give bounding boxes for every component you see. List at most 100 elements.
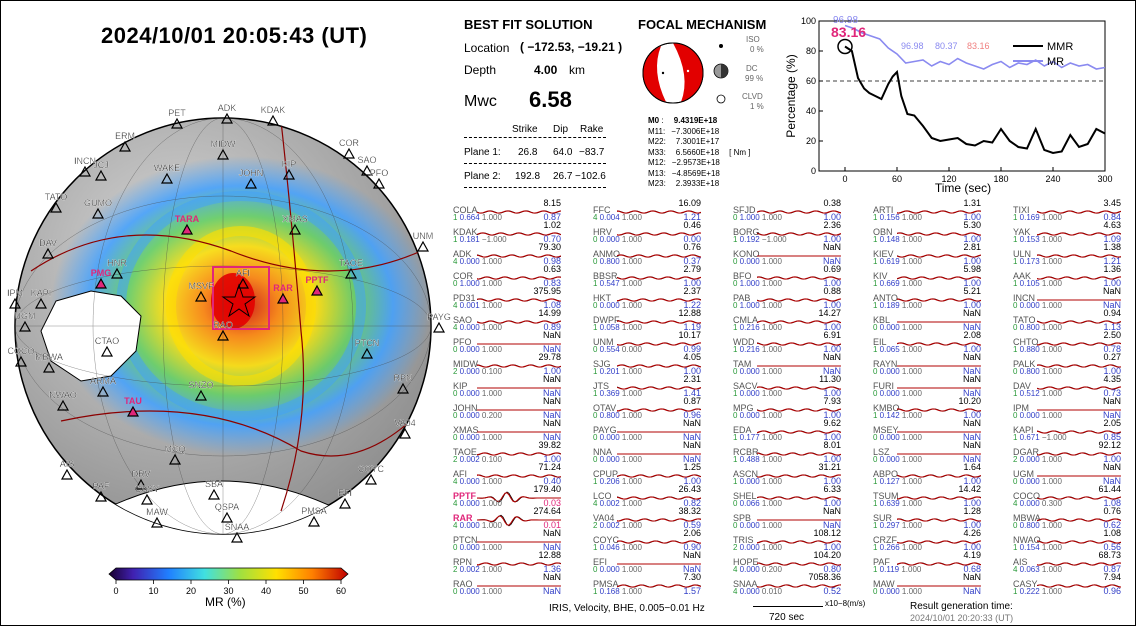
station-label: MBWA xyxy=(35,352,63,362)
max-amplitude: NaN xyxy=(542,418,561,428)
station-triangle xyxy=(118,140,132,152)
y-tick-label: 80 xyxy=(806,46,816,56)
fit-parameters: 0 0.000 1.000 xyxy=(873,367,922,376)
waveform-trace xyxy=(897,210,981,214)
waveform-trace xyxy=(897,342,981,346)
waveform-cell-cor: COR 0.63 0 1.000 1.000 0.83 xyxy=(451,264,591,289)
station-name: COLA xyxy=(453,205,478,215)
colorbar: 0 10 20 30 40 50 60 xyxy=(108,567,349,596)
legend-mmr: MMR xyxy=(1047,41,1073,53)
amp-unit: x10−8(m/s) xyxy=(825,599,866,608)
waveform-trace xyxy=(757,540,841,544)
fit-parameters: 1 0.065 1.000 xyxy=(873,345,922,354)
variance-reduction: 1.00 xyxy=(963,300,981,310)
station-mbwa: MBWA xyxy=(35,352,63,373)
max-amplitude: 16.09 xyxy=(678,198,701,208)
station-label: MCQ xyxy=(165,444,186,454)
station-label: RAR xyxy=(273,283,293,293)
fit-parameters: 0 0.000 1.000 xyxy=(453,433,502,442)
station-name: WDD xyxy=(733,337,755,347)
station-msvf: MSVF xyxy=(188,281,214,302)
station-name: MSEY xyxy=(873,425,899,435)
station-label: ADK xyxy=(218,103,237,113)
fit-parameters: 0 0.000 1.000 xyxy=(873,587,922,596)
station-ipm: IPM xyxy=(7,288,23,309)
fit-parameters: 4 0.001 1.000 xyxy=(453,301,502,310)
station-name: ANMO xyxy=(593,249,620,259)
fit-parameters: 4 0.000 0.010 xyxy=(733,587,782,596)
waveform-trace xyxy=(617,431,701,433)
station-name: PD31 xyxy=(453,293,476,303)
station-dav: DAV xyxy=(39,238,57,259)
plane1-strike: 26.8 xyxy=(518,147,538,158)
annot-blue-2: 80.37 xyxy=(935,41,958,51)
station-label: SBA xyxy=(205,479,223,489)
variance-reduction: 0.73 xyxy=(1103,388,1121,398)
station-name: HOPE xyxy=(733,557,759,567)
station-name: XMAS xyxy=(453,425,479,435)
waveform-trace xyxy=(897,408,981,412)
station-name: MBWA xyxy=(1013,513,1041,523)
variance-reduction: 1.00 xyxy=(823,234,841,244)
max-amplitude: 3.45 xyxy=(1103,198,1121,208)
station-triangle xyxy=(360,164,374,176)
waveform-trace xyxy=(897,387,981,389)
station-ugm: UGM xyxy=(14,311,36,332)
station-name: PMSA xyxy=(593,579,619,589)
max-amplitude: 1.25 xyxy=(683,462,701,472)
station-label: PAF xyxy=(93,481,110,491)
strike-header: Strike xyxy=(512,124,538,135)
station-label: UGM xyxy=(15,311,36,321)
waveform-trace xyxy=(757,365,841,367)
station-name: SHEL xyxy=(733,491,757,501)
station-label: COR xyxy=(339,138,360,148)
waveform-cell-cmla: CMLA 14.27 1 0.216 1.000 1.00 xyxy=(731,308,871,333)
fit-parameters: 4 0.002 1.000 xyxy=(593,499,642,508)
station-sba: SBA xyxy=(205,479,223,500)
station-name: YAK xyxy=(1013,227,1031,237)
max-amplitude: 7.94 xyxy=(1103,572,1121,582)
annot-red: 83.16 xyxy=(967,41,990,51)
station-name: PAF xyxy=(873,557,890,567)
station-tau: TAU xyxy=(124,396,142,417)
station-label: TARA xyxy=(175,214,200,224)
waveform-trace xyxy=(477,232,561,236)
waveform-trace xyxy=(1037,299,1121,301)
waveform-cell-ugm: UGM NaN 0 0.000 1.000 NaN xyxy=(1011,462,1135,487)
waveform-trace xyxy=(1037,475,1121,477)
fit-parameters: 0 0.554 0.000 xyxy=(593,345,642,354)
waveform-trace xyxy=(1037,320,1121,324)
fit-parameters: 1 0.153 1.000 xyxy=(1013,235,1062,244)
station-name: ABPO xyxy=(873,469,899,479)
waveform-trace xyxy=(617,320,701,324)
fit-parameters: 1 0.880 1.000 xyxy=(1013,345,1062,354)
max-amplitude: 0.69 xyxy=(823,264,841,274)
variance-reduction: 1.00 xyxy=(823,388,841,398)
max-amplitude: 375.95 xyxy=(533,286,561,296)
fit-parameters: 1 0.266 1.000 xyxy=(873,543,922,552)
variance-reduction: NaN xyxy=(682,564,701,574)
max-amplitude: 1.28 xyxy=(963,506,981,516)
station-label: SAO xyxy=(357,155,376,165)
variance-reduction: 1.00 xyxy=(543,454,561,464)
station-name: BBSR xyxy=(593,271,618,281)
station-triangle xyxy=(344,267,358,279)
station-ctao: CTAO xyxy=(95,336,119,357)
station-midw: MIDW xyxy=(210,139,236,160)
max-amplitude: NaN xyxy=(1102,396,1121,406)
station-label: SNZO xyxy=(188,380,213,390)
station-name: PPTF xyxy=(453,491,477,501)
mr-chart: 0 20 40 60 80 100 0 60 120 180 240 300 Percentage (… xyxy=(784,15,1113,195)
waveform-trace xyxy=(477,298,561,302)
max-amplitude: 1.38 xyxy=(1103,242,1121,252)
fit-parameters: 0 1.000 1.000 xyxy=(733,301,782,310)
depth-value: 4.00 xyxy=(534,63,558,77)
iso-label: ISO xyxy=(746,35,760,44)
max-amplitude: 2.31 xyxy=(683,374,701,384)
x-tick-label: 120 xyxy=(941,174,956,184)
variance-reduction: NaN xyxy=(822,256,841,266)
waveform-trace xyxy=(477,514,561,527)
waveform-cell-paf: PAF 4.19 1 0.119 1.000 0.68 xyxy=(871,550,1011,575)
station-label: PET xyxy=(168,108,186,118)
